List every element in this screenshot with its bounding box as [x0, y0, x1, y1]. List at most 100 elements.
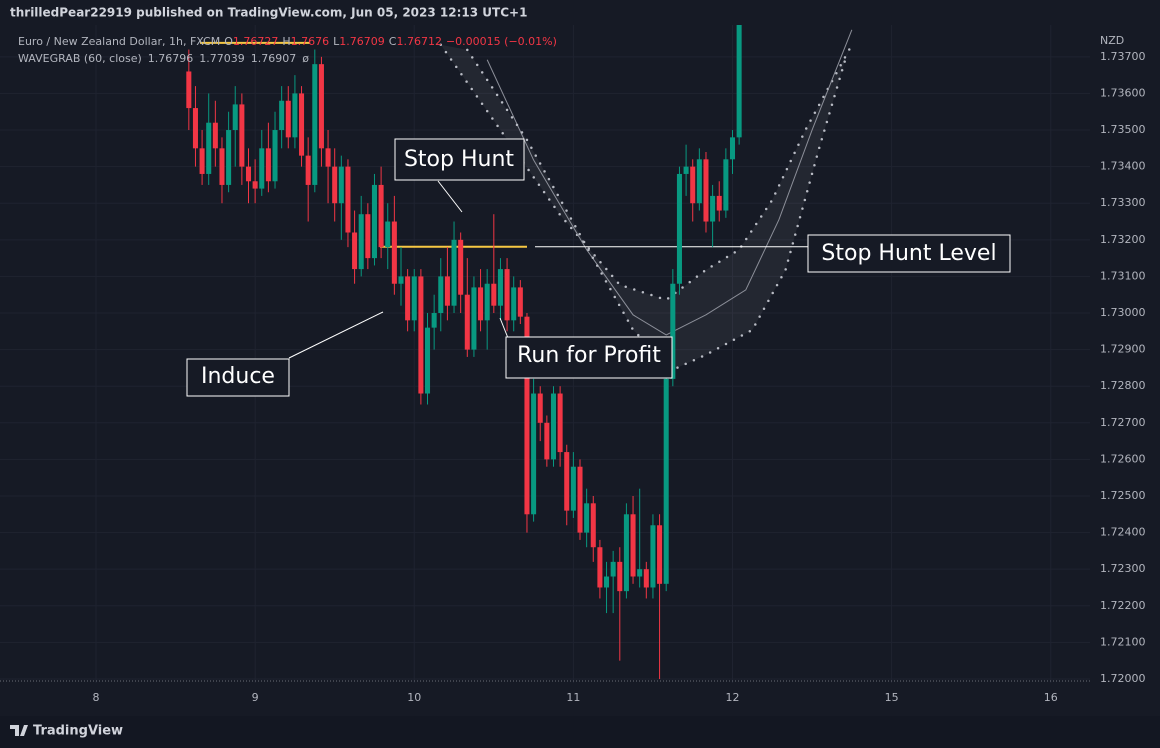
- candle-body: [517, 287, 523, 317]
- candle-body: [186, 71, 192, 109]
- y-tick-label: 1.73300: [1100, 196, 1146, 209]
- value: ø: [302, 52, 309, 65]
- candle-body: [325, 148, 331, 167]
- candle-body: [670, 283, 676, 379]
- candle-body: [219, 148, 225, 185]
- pointer: [288, 311, 384, 359]
- candle-body: [424, 327, 431, 394]
- label: H: [282, 35, 290, 48]
- candle-body: [630, 514, 636, 577]
- candle-body: [391, 221, 397, 284]
- value: 1.7676: [291, 35, 330, 48]
- annotation-box: [505, 336, 673, 379]
- candle-body: [345, 166, 351, 233]
- candle-body: [299, 93, 305, 156]
- annotation: Stop Hunt: [404, 147, 514, 172]
- indicator-line: [466, 48, 847, 372]
- x-tick-label: 9: [252, 691, 259, 704]
- y-tick-label: 1.72200: [1100, 599, 1146, 612]
- label: L: [333, 35, 340, 48]
- axes: 1.72000 1.72100 1.72200 1.72300 1.72400 1.725…: [93, 50, 1146, 704]
- candle-body: [239, 104, 245, 167]
- candle-body: [378, 184, 384, 248]
- label: O: [224, 35, 233, 48]
- x-tick-label: 10: [407, 691, 421, 704]
- value: 1.76796: [148, 52, 194, 65]
- candle-body: [444, 276, 450, 306]
- value: 1.76727: [233, 35, 279, 48]
- candle-body: [405, 276, 411, 321]
- y-tick-label: 1.73000: [1100, 306, 1146, 319]
- candle-body: [544, 422, 550, 460]
- candle-body: [385, 221, 391, 248]
- y-tick-label: 1.72900: [1100, 343, 1146, 356]
- indicator-line: WAVEGRAB (60, close) 1.76796 1.77039 1.7690…: [18, 52, 309, 65]
- candle-body: [617, 561, 623, 592]
- y-tick-label: 1.73600: [1100, 86, 1146, 99]
- candle-body: [550, 393, 557, 460]
- value: 1.76712: [396, 35, 442, 48]
- candle-body: [418, 276, 424, 394]
- candle-body: [676, 173, 682, 284]
- candle-body: [637, 569, 643, 577]
- candle-body: [729, 137, 736, 160]
- y-tick-label: 1.73500: [1100, 123, 1146, 136]
- candle-body: [192, 108, 198, 149]
- y-tick-label: 1.73700: [1100, 50, 1146, 63]
- candle-body: [371, 184, 377, 259]
- x-tick-label: 12: [726, 691, 740, 704]
- candle-body: [438, 276, 444, 314]
- annotation-box: [186, 358, 290, 397]
- publisher: thrilledPear22919 published on TradingVi…: [10, 6, 527, 20]
- candle-body: [451, 239, 457, 306]
- y-tick-label: 1.72300: [1100, 562, 1146, 575]
- candle-body: [623, 514, 629, 592]
- candle-body: [279, 100, 285, 131]
- indicator-band: [440, 44, 852, 370]
- candle-body: [650, 525, 656, 588]
- candle-body: [471, 287, 477, 350]
- x-tick-label: 11: [566, 691, 580, 704]
- candle-body: [365, 214, 371, 259]
- candle-body: [537, 393, 543, 423]
- candle-body: [683, 166, 689, 174]
- candle-body: [657, 525, 663, 584]
- candle-body: [206, 122, 212, 174]
- candle-body: [332, 166, 338, 204]
- candle-body: [716, 195, 722, 211]
- change: −0.00015 (−0.01%): [446, 35, 557, 48]
- x-tick-label: 15: [885, 691, 899, 704]
- candle-body: [610, 561, 616, 577]
- candle-body: [464, 294, 470, 350]
- candle-body: [398, 276, 404, 284]
- annotation: Induce: [201, 364, 275, 389]
- candle-body: [358, 214, 364, 270]
- y-tick-label: 1.73400: [1100, 160, 1146, 173]
- annotation-box: [394, 138, 525, 181]
- candle-body: [245, 166, 252, 182]
- logo: [10, 725, 28, 736]
- candle-body: [597, 547, 603, 588]
- candle-body: [338, 166, 344, 204]
- symbol: Euro / New Zealand Dollar, 1h, FXCM: [18, 35, 220, 48]
- candle-body: [318, 64, 324, 149]
- candle-body: [352, 232, 358, 270]
- candle-body: [232, 104, 238, 131]
- legend-line: Euro / New Zealand Dollar, 1h, FXCM O1.76…: [18, 35, 557, 48]
- pointer: [499, 317, 509, 339]
- candle-body: [292, 93, 298, 138]
- candle-body: [710, 195, 716, 222]
- candle-body: [252, 181, 258, 189]
- candle-body: [199, 148, 205, 174]
- brand: TradingView: [33, 724, 123, 739]
- candle-body: [478, 287, 484, 321]
- candle-body: [663, 378, 669, 584]
- candle-body: [736, 25, 742, 138]
- candle-body: [491, 283, 497, 306]
- annotation-box: [807, 234, 1011, 273]
- indicator: WAVEGRAB (60, close): [18, 52, 142, 65]
- candle-body: [265, 148, 271, 182]
- y-tick-label: 1.72600: [1100, 452, 1146, 465]
- candle-body: [531, 393, 537, 515]
